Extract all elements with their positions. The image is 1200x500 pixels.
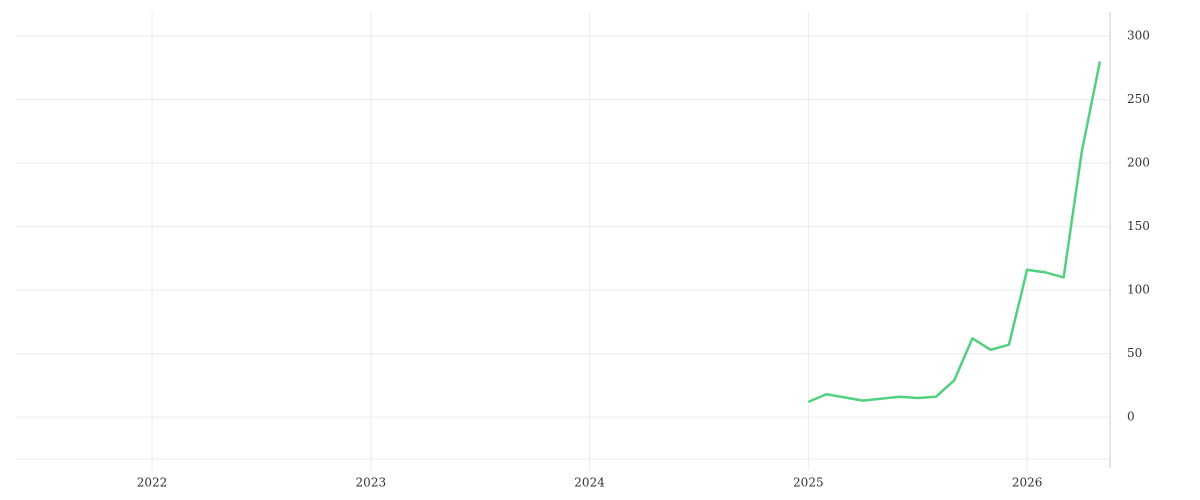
x-tick-label: 2025 (793, 476, 824, 490)
y-tick-label: 0 (1127, 410, 1135, 424)
x-tick-label: 2022 (137, 476, 168, 490)
x-tick-label: 2026 (1012, 476, 1043, 490)
y-tick-label: 100 (1127, 283, 1150, 297)
y-tick-label: 250 (1127, 92, 1150, 106)
y-tick-label: 200 (1127, 156, 1150, 170)
y-tick-label: 50 (1127, 346, 1142, 360)
x-tick-label: 2023 (356, 476, 387, 490)
y-tick-label: 150 (1127, 219, 1150, 233)
x-tick-label: 2024 (574, 476, 605, 490)
y-tick-label: 300 (1127, 29, 1150, 43)
line-series (807, 61, 1102, 404)
